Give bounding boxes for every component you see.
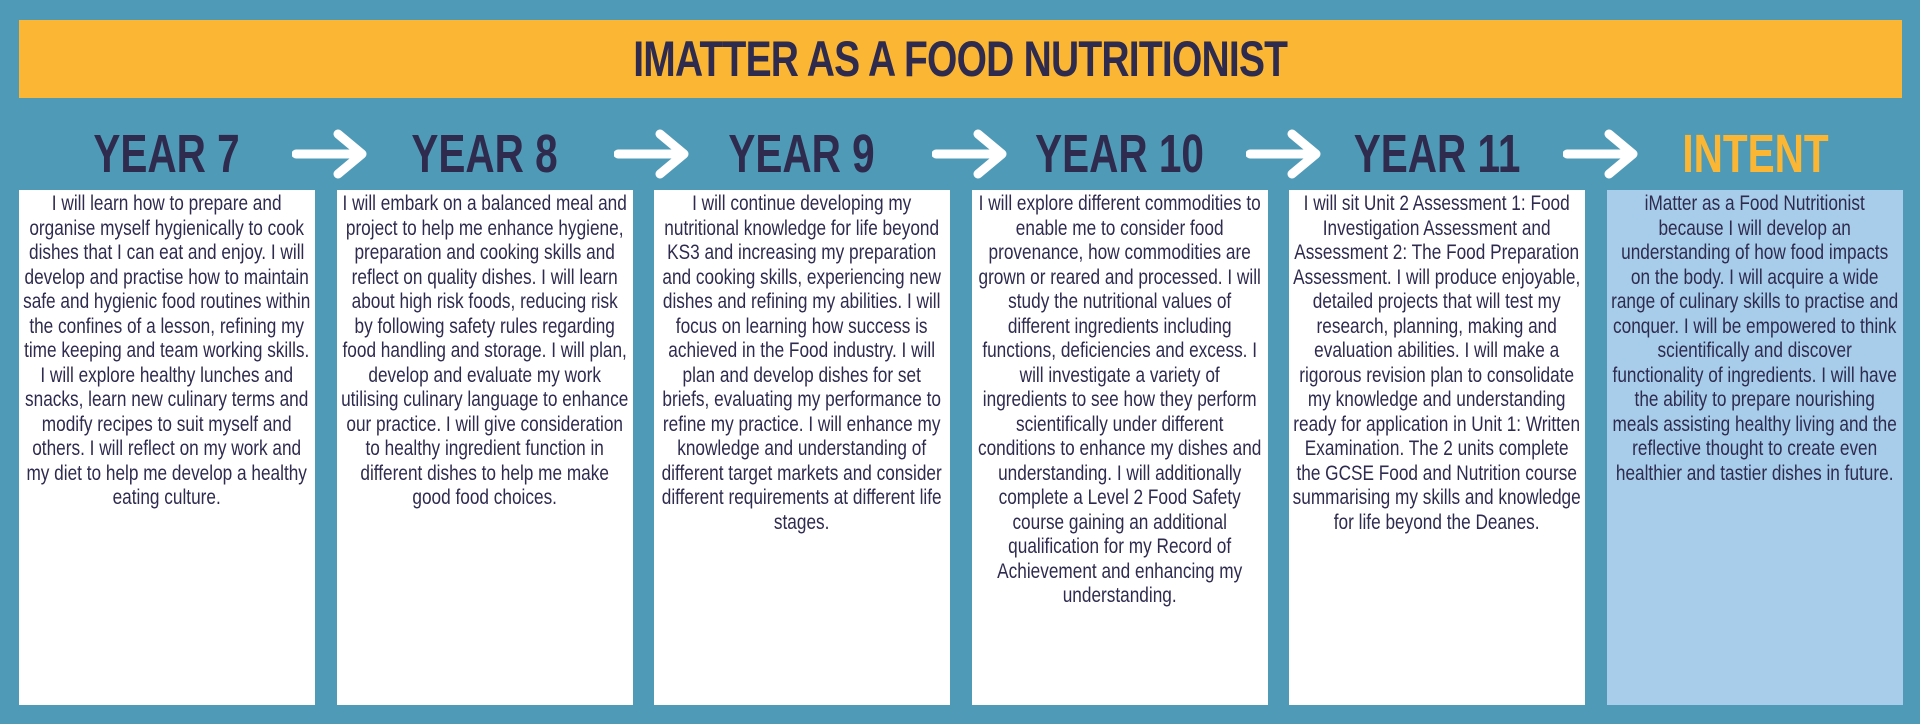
right-arrow-icon — [1246, 129, 1321, 179]
heading-year-7: YEAR 7 — [93, 124, 241, 184]
card-year-8: I will embark on a balanced meal and pro… — [337, 190, 633, 705]
heading-intent: INTENT — [1681, 124, 1829, 184]
card-text: I will sit Unit 2 Assessment 1: Food Inv… — [1292, 192, 1582, 534]
card-text: iMatter as a Food Nutritionist because I… — [1611, 192, 1899, 485]
heading-year-11: YEAR 11 — [1353, 124, 1521, 184]
heading-year-8: YEAR 8 — [411, 124, 559, 184]
right-arrow-icon — [292, 129, 367, 179]
card-year-10: I will explore different commodities to … — [972, 190, 1268, 705]
card-year-9: I will continue developing my nutritiona… — [654, 190, 950, 705]
right-arrow-icon — [932, 129, 1007, 179]
heading-year-10: YEAR 10 — [1035, 124, 1205, 184]
right-arrow-icon — [1563, 129, 1638, 179]
card-intent: iMatter as a Food Nutritionist because I… — [1607, 190, 1903, 705]
title-banner: IMATTER AS A FOOD NUTRITIONIST — [19, 20, 1902, 98]
card-year-7: I will learn how to prepare and organise… — [19, 190, 315, 705]
card-text: I will learn how to prepare and organise… — [23, 192, 311, 509]
right-arrow-icon — [614, 129, 689, 179]
card-year-11: I will sit Unit 2 Assessment 1: Food Inv… — [1289, 190, 1585, 705]
card-text: I will continue developing my nutritiona… — [661, 192, 943, 534]
page-title: IMATTER AS A FOOD NUTRITIONIST — [633, 31, 1288, 87]
card-text: I will explore different commodities to … — [978, 192, 1262, 607]
heading-year-9: YEAR 9 — [728, 124, 876, 184]
card-text: I will embark on a balanced meal and pro… — [341, 192, 629, 509]
